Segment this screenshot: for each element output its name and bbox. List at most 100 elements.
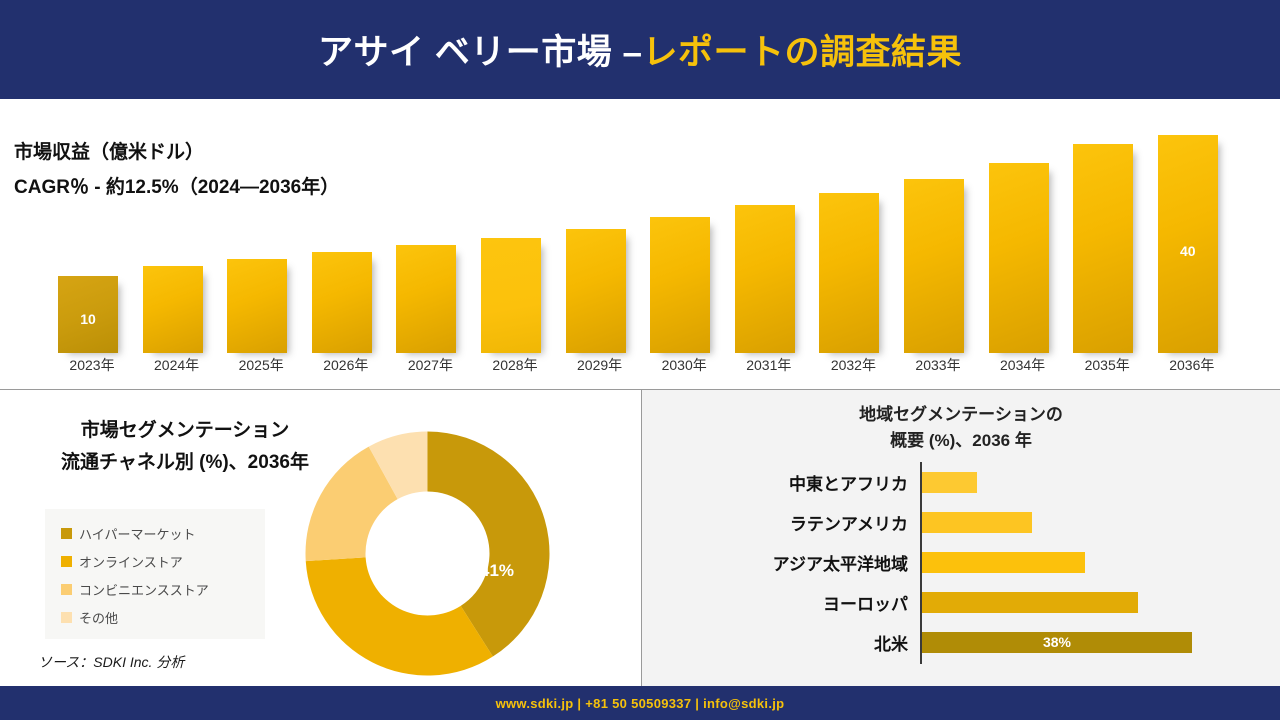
donut-slice-オンラインストア [305, 557, 493, 676]
legend-swatch-icon [61, 555, 72, 567]
legend-swatch-icon [61, 611, 72, 623]
bar-2023年: 10 [58, 276, 118, 353]
bar-2036年: 40 [1157, 135, 1218, 353]
legend-label: ハイパーマーケット [79, 526, 196, 542]
region-title-line1: 地域セグメンテーションの [859, 405, 1063, 424]
region-label-アジア太平洋地域: アジア太平洋地域 [772, 554, 908, 574]
x-axis-tick-2033年: 2033年 [915, 357, 961, 373]
x-axis-tick-2031年: 2031年 [746, 357, 792, 373]
legend-label: オンラインストア [79, 554, 183, 570]
donut-slice-コンビニエンスストア [305, 446, 398, 562]
page-header: アサイ ベリー市場 –レポートの調査結果 [0, 0, 1280, 99]
bar-column [727, 119, 811, 353]
bar-2034年 [988, 163, 1049, 353]
region-label-中東とアフリカ: 中東とアフリカ [789, 474, 908, 494]
donut-title-line2: 流通チャネル別 (%)、2036年 [61, 452, 309, 473]
bar-column [304, 119, 388, 353]
x-axis-tick-2026年: 2026年 [323, 357, 369, 373]
bar-2035年 [1073, 144, 1134, 353]
bar-2029年 [565, 229, 626, 353]
region-row: 中東とアフリカ [642, 462, 1280, 502]
bar-chart-caption-revenue: 市場収益（億米ドル） [14, 142, 205, 163]
source-note: ソース：SDKI Inc. 分析 [38, 654, 185, 670]
donut-chart-title: 市場セグメンテーション 流通チャネル別 (%)、2036年 [20, 415, 350, 479]
legend-item: コンビニエンスストア [61, 575, 265, 603]
x-axis-tick-2028年: 2028年 [492, 357, 538, 373]
x-axis-tick-2025年: 2025年 [238, 357, 284, 373]
legend-item: その他 [61, 603, 265, 631]
region-bar-アジア太平洋地域 [922, 551, 1085, 573]
x-axis-tick-2030年: 2030年 [661, 357, 707, 373]
bar-column [558, 119, 642, 353]
page-footer: www.sdki.jp | +81 50 50509337 | info@sdk… [0, 686, 1280, 720]
x-axis-tick-2029年: 2029年 [577, 357, 623, 373]
legend-swatch-icon [61, 583, 72, 595]
bar-2033年 [904, 179, 964, 353]
segmentation-panel: 市場セグメンテーション 流通チャネル別 (%)、2036年 ハイパーマーケットオ… [0, 389, 642, 686]
bar-column [811, 119, 895, 353]
x-axis-tick-2027年: 2027年 [407, 357, 453, 373]
region-label-ラテンアメリカ: ラテンアメリカ [789, 514, 908, 534]
bar-column [981, 119, 1065, 353]
region-row: ラテンアメリカ [642, 502, 1280, 542]
regional-segmentation-panel: 地域セグメンテーションの 概要 (%)、2036 年 中東とアフリカ ラテンアメリ… [642, 389, 1280, 686]
bar-value-label: 10 [80, 311, 96, 327]
donut-slice-ハイパーマーケット [427, 431, 550, 657]
donut-slice-その他 [368, 431, 428, 500]
page-title-primary: アサイ ベリー市場 – [318, 33, 643, 72]
bar-column [135, 119, 219, 353]
bar-2027年 [396, 245, 457, 353]
x-axis-tick-2034年: 2034年 [1000, 357, 1046, 373]
region-chart-axis-line [920, 462, 922, 664]
bar-column: 40 [1150, 119, 1234, 353]
bar-chart-caption-cagr: CAGR％ - 約12.5%（2024―2036年） [14, 177, 340, 198]
donut-chart-legend: ハイパーマーケット オンラインストアコンビニエンスストア その他 [45, 509, 265, 639]
region-bar-ラテンアメリカ [922, 511, 1032, 533]
bar-chart-x-axis: 2023年 2024年 2025年 2026年 2027年 2028年 2029年 2030年… [50, 355, 1235, 381]
bar-column [388, 119, 472, 353]
bar-2026年 [311, 252, 372, 353]
bar-column [219, 119, 303, 353]
region-bar-chart: 中東とアフリカ ラテンアメリカアジア太平洋地域ヨーロッパ北米 38% [642, 462, 1280, 664]
donut-title-line1: 市場セグメンテーション [80, 420, 290, 441]
donut-chart-graphic: 41% [305, 431, 550, 676]
x-axis-tick-2024年: 2024年 [154, 357, 200, 373]
page-title: アサイ ベリー市場 –レポートの調査結果 [318, 24, 962, 75]
x-axis-tick-2023年: 2023年 [69, 357, 115, 373]
region-row: ヨーロッパ [642, 582, 1280, 622]
bar-column [1065, 119, 1149, 353]
region-title-line2: 概要 (%)、2036 年 [890, 431, 1032, 450]
region-label-北米: 北米 [874, 634, 908, 654]
bar-column [896, 119, 980, 353]
donut-svg [305, 431, 550, 676]
bar-column [473, 119, 557, 353]
x-axis-tick-2035年: 2035年 [1084, 357, 1130, 373]
footer-contact-text: www.sdki.jp | +81 50 50509337 | info@sdk… [495, 695, 785, 711]
bar-chart-plot-area: 10 40 [50, 119, 1235, 353]
x-axis-tick-2032年: 2032年 [830, 357, 876, 373]
page-title-accent: レポートの調査結果 [642, 33, 962, 72]
region-bar-ヨーロッパ [922, 591, 1138, 613]
donut-slice-value-label: 41% [480, 561, 515, 580]
region-label-ヨーロッパ: ヨーロッパ [823, 594, 908, 614]
region-bar-中東とアフリカ [922, 471, 977, 493]
region-value-label: 38% [1042, 633, 1072, 650]
region-bar-北米: 38% [922, 631, 1192, 653]
legend-swatch-icon [61, 527, 72, 539]
market-revenue-bar-chart: 市場収益（億米ドル） CAGR％ - 約12.5%（2024―2036年） 10… [0, 99, 1280, 389]
legend-label: その他 [79, 610, 119, 626]
legend-item: ハイパーマーケット [61, 519, 265, 547]
bar-2028年 [481, 238, 541, 353]
region-chart-title: 地域セグメンテーションの 概要 (%)、2036 年 [642, 402, 1280, 454]
bar-2032年 [819, 193, 880, 353]
legend-item: オンラインストア [61, 547, 265, 575]
bar-2024年 [142, 266, 203, 353]
bar-value-label: 40 [1180, 243, 1196, 259]
bar-2030年 [650, 217, 711, 353]
legend-label: コンビニエンスストア [79, 582, 209, 598]
bar-2031年 [734, 205, 795, 353]
bar-2025年 [227, 259, 288, 353]
bar-column [642, 119, 726, 353]
bar-column: 10 [50, 119, 134, 353]
region-row: 北米 38% [642, 622, 1280, 662]
